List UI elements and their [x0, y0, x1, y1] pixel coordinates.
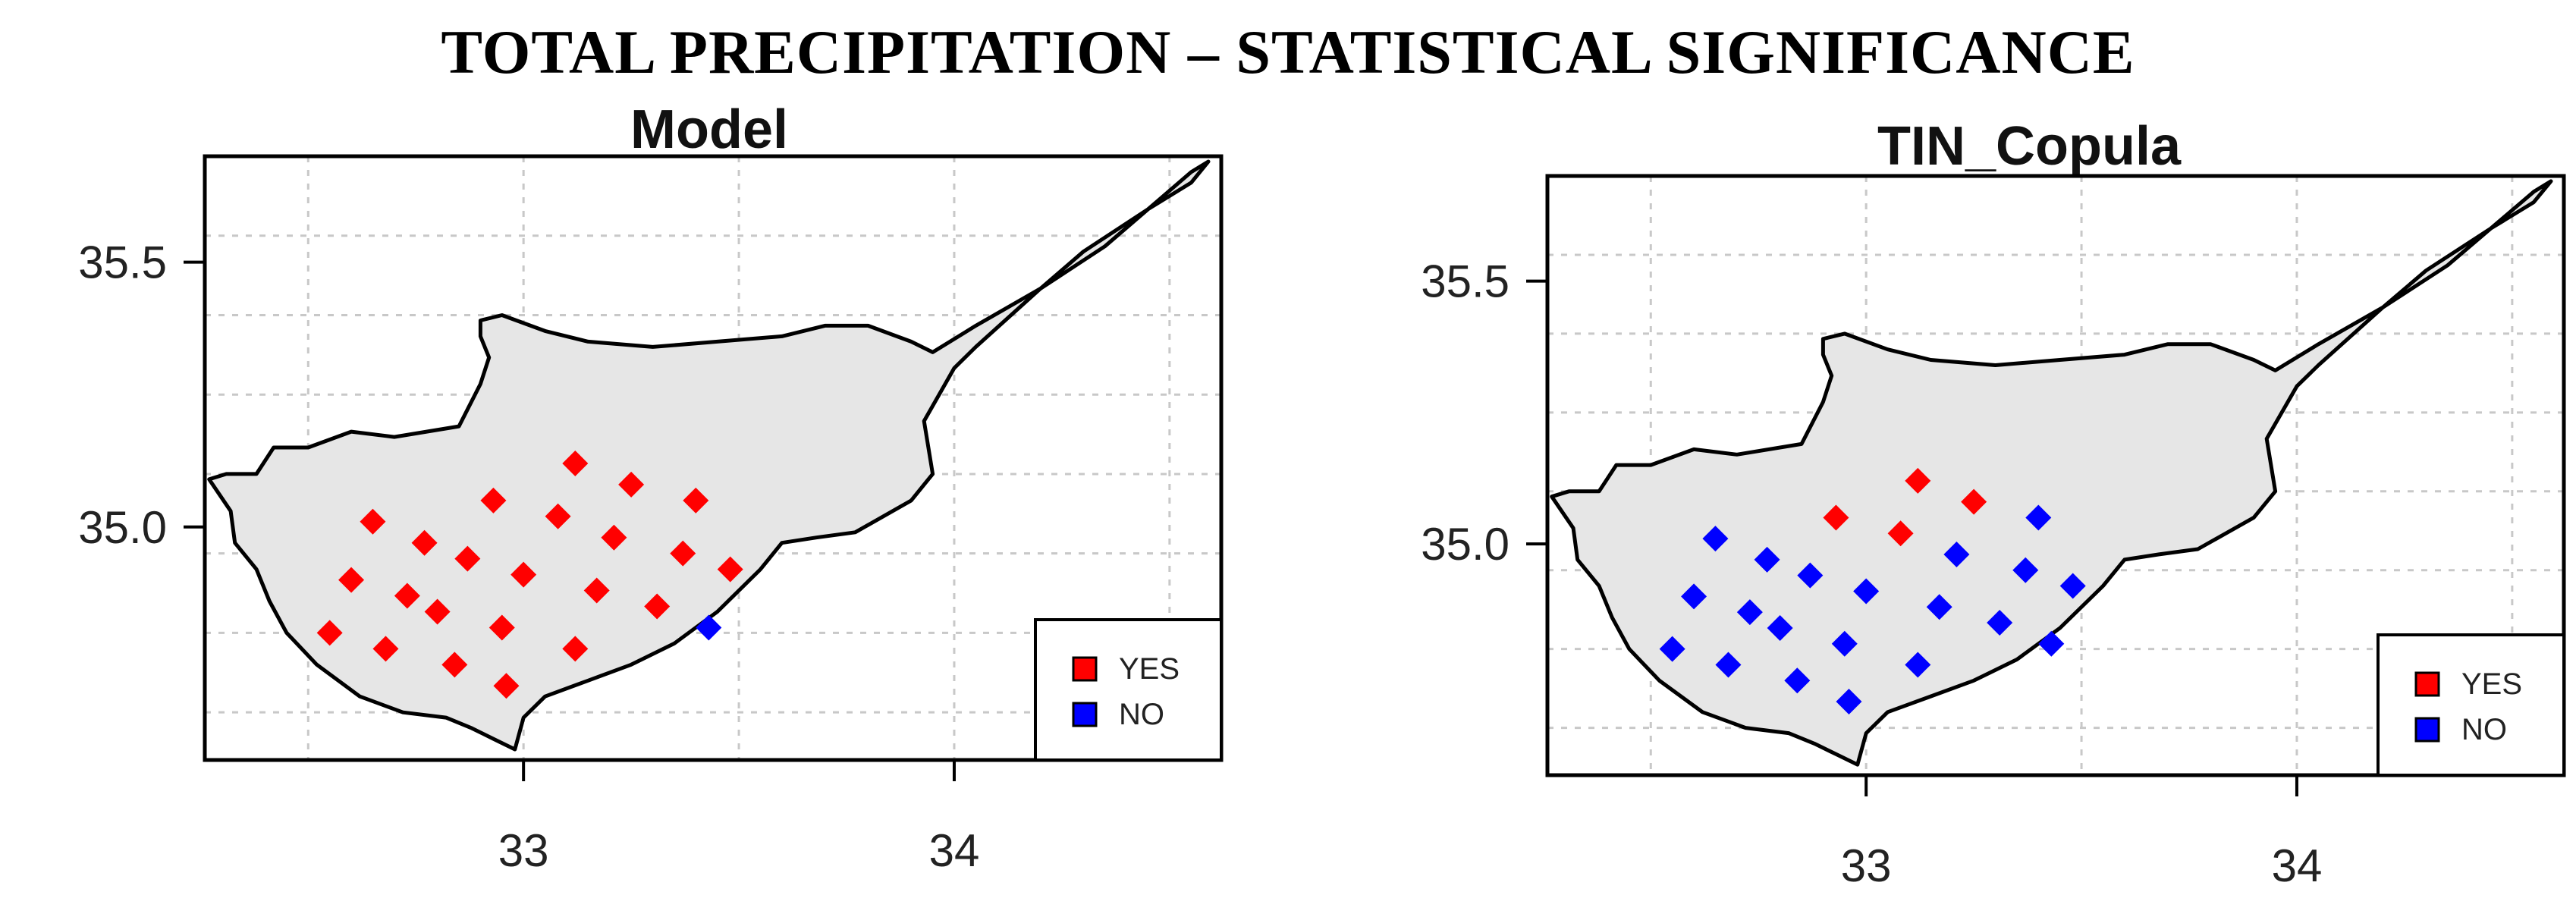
station-point-yes	[583, 577, 610, 604]
station-point-yes	[316, 620, 343, 646]
station-point-no	[1784, 667, 1811, 694]
plot-frame	[203, 154, 1224, 762]
legend-swatch-yes	[2414, 671, 2440, 697]
station-point-no	[1926, 594, 1952, 620]
plot-frame	[1545, 174, 2566, 777]
station-point-no	[1836, 688, 1862, 714]
station-point-yes	[1887, 520, 1914, 547]
y-tick-label: 35.5	[1421, 256, 1509, 307]
y-tick-label: 35.5	[78, 237, 167, 288]
station-point-yes	[454, 545, 481, 572]
station-point-yes	[488, 614, 515, 641]
legend-label-yes: YES	[1119, 652, 1180, 686]
legend-box	[2377, 633, 2565, 777]
legend: YES NO	[2377, 633, 2565, 777]
station-point-no	[1943, 541, 1970, 567]
station-point-yes	[372, 636, 399, 662]
station-point-no	[1987, 610, 2013, 636]
y-tick-label: 35.0	[78, 502, 167, 553]
x-tick-label: 33	[498, 825, 549, 876]
station-point-yes	[683, 487, 709, 513]
panel-title-model: Model	[630, 99, 788, 160]
station-point-yes	[394, 583, 420, 609]
station-point-yes	[480, 487, 507, 513]
station-point-no	[1767, 614, 1793, 641]
station-point-no	[2025, 504, 2052, 531]
x-tick-label: 34	[2272, 840, 2323, 891]
station-point-no	[2038, 630, 2065, 657]
panel-title-tin-copula: TIN_Copula	[1877, 116, 2182, 177]
station-point-yes	[670, 540, 696, 567]
station-point-no	[2012, 557, 2039, 583]
station-point-no	[1681, 583, 1707, 610]
legend-box	[1034, 618, 1223, 762]
station-point-yes	[618, 471, 645, 498]
legend-label-no: NO	[2461, 713, 2507, 746]
legend-swatch-yes	[1072, 656, 1098, 682]
cyprus-outline	[207, 159, 1211, 752]
station-point-yes	[411, 529, 438, 556]
station-point-no	[1754, 546, 1780, 573]
station-point-no	[1702, 526, 1729, 552]
figure-title: TOTAL PRECIPITATION – STATISTICAL SIGNIF…	[441, 17, 2135, 86]
station-point-yes	[562, 636, 589, 662]
map-panel-tin-copula: 33 34 35.0 35.5 YES NO	[1421, 174, 2566, 891]
station-point-yes	[717, 556, 743, 583]
legend-label-no: NO	[1119, 698, 1164, 731]
station-point-no	[1659, 636, 1685, 662]
station-point-yes	[1823, 504, 1849, 531]
station-point-yes	[510, 561, 537, 588]
cyprus-outline	[1550, 179, 2553, 767]
station-point-no	[1831, 630, 1858, 657]
station-point-yes	[644, 593, 671, 620]
station-point-yes	[360, 508, 386, 535]
station-point-yes	[493, 673, 520, 699]
legend: YES NO	[1034, 618, 1223, 762]
station-point-no	[696, 614, 722, 641]
x-tick-label: 33	[1841, 840, 1892, 891]
station-point-yes	[601, 524, 627, 551]
y-tick-label: 35.0	[1421, 519, 1509, 570]
station-point-yes	[545, 503, 571, 529]
station-point-yes	[562, 450, 589, 476]
station-point-no	[1905, 652, 1931, 678]
legend-label-yes: YES	[2461, 667, 2522, 701]
station-point-yes	[424, 598, 451, 625]
station-point-no	[1853, 578, 1880, 605]
station-point-no	[1736, 599, 1763, 626]
station-point-yes	[1961, 488, 1987, 515]
map-panel-model: 33 34 35.0 35.5 YES NO	[78, 154, 1224, 876]
station-point-no	[1715, 652, 1742, 678]
legend-swatch-no	[1072, 702, 1098, 727]
legend-swatch-no	[2414, 717, 2440, 743]
station-point-yes	[1905, 467, 1931, 494]
station-point-yes	[338, 567, 365, 593]
station-point-yes	[441, 652, 468, 678]
x-tick-label: 34	[929, 825, 980, 876]
station-point-no	[1797, 562, 1824, 589]
station-point-no	[2059, 573, 2086, 599]
